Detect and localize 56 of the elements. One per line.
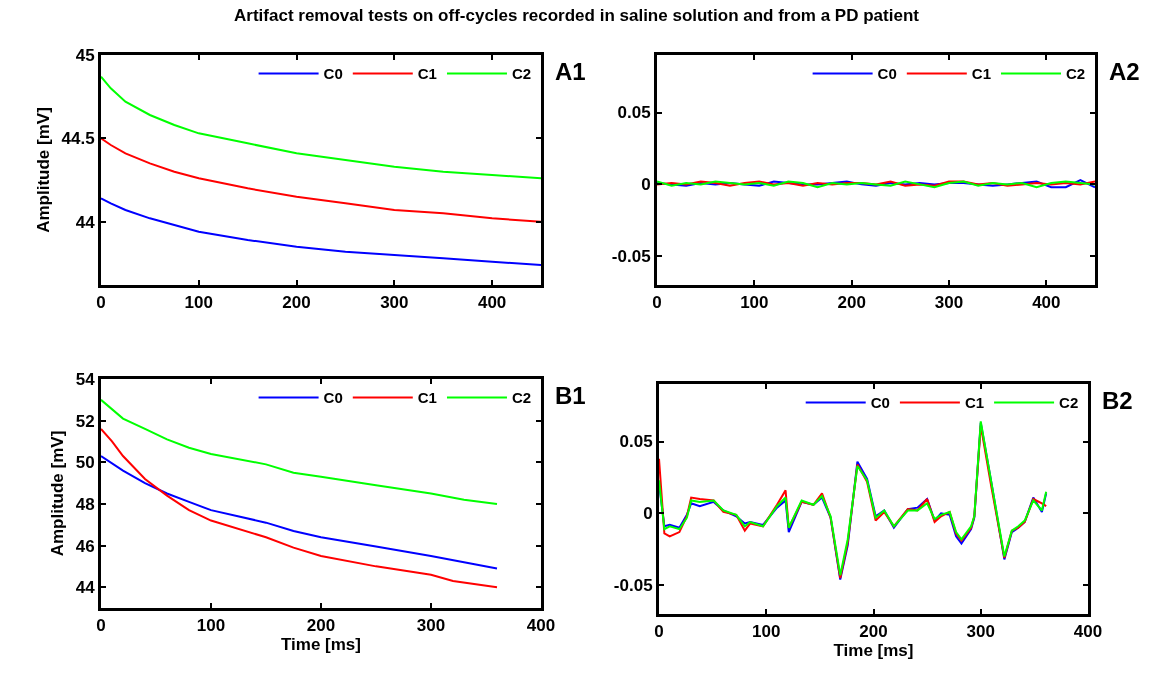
y-tick-label: 52 xyxy=(75,411,95,431)
legend-label: C0 xyxy=(323,65,343,83)
y-tick-label: 0.05 xyxy=(617,103,651,123)
y-tick-label: 48 xyxy=(75,494,95,514)
text: Artifact removal tests on off-cycles recorded in saline solution and from a PD patient xyxy=(233,6,920,26)
line-series xyxy=(101,455,498,570)
y-tick-label: 46 xyxy=(75,536,95,556)
y-tick-label: 54 xyxy=(75,369,96,389)
legend-label: C0 xyxy=(323,389,343,407)
y-axis-title: Amplitude [mV] xyxy=(48,430,68,557)
legend-label: C0 xyxy=(870,394,890,412)
legend-label: C1 xyxy=(417,65,437,83)
x-tick-label: 300 xyxy=(416,616,446,636)
x-tick-label: 300 xyxy=(380,293,409,313)
x-axis-title: Time [ms] xyxy=(833,641,914,661)
legend-label: C2 xyxy=(1065,65,1086,83)
text: B2 xyxy=(1102,387,1133,414)
y-tick-label: 44.5 xyxy=(61,129,95,149)
legend-label: C2 xyxy=(511,65,532,83)
legend-label: C2 xyxy=(1059,394,1079,412)
x-axis-title: Time [ms] xyxy=(281,635,361,655)
text: A1 xyxy=(555,58,586,85)
line-series xyxy=(101,427,498,589)
x-tick-label: 200 xyxy=(837,293,866,313)
x-tick-label: 400 xyxy=(526,616,556,636)
y-tick-label: 45 xyxy=(75,45,95,65)
legend-label: C1 xyxy=(964,394,985,412)
x-tick-label: 400 xyxy=(1032,293,1061,313)
y-tick-label: 0 xyxy=(643,504,653,524)
x-tick-label: 200 xyxy=(306,616,336,636)
x-tick-label: 100 xyxy=(184,293,213,313)
line-series xyxy=(101,197,541,266)
x-tick-label: 100 xyxy=(752,622,781,642)
x-tick-label: 100 xyxy=(196,616,226,636)
x-tick-label: 200 xyxy=(859,622,888,642)
legend-label: C0 xyxy=(877,65,897,83)
legend-label: C1 xyxy=(417,389,437,407)
x-tick-label: 200 xyxy=(282,293,311,313)
text: B1 xyxy=(555,382,586,409)
x-tick-label: 300 xyxy=(934,293,964,313)
y-tick-label: 50 xyxy=(75,453,95,473)
x-tick-label: 400 xyxy=(1073,622,1103,642)
y-tick-label: 44 xyxy=(75,212,96,232)
x-tick-label: 300 xyxy=(966,622,995,642)
y-tick-label: 0 xyxy=(641,175,651,195)
y-axis-title: Amplitude [mV] xyxy=(34,107,54,233)
x-tick-label: 100 xyxy=(740,293,769,313)
y-tick-label: 44 xyxy=(75,578,96,598)
y-tick-label: -0.05 xyxy=(613,576,653,596)
text: A2 xyxy=(1109,58,1140,85)
y-tick-label: 0.05 xyxy=(619,432,653,452)
y-tick-label: -0.05 xyxy=(611,247,651,267)
legend-label: C2 xyxy=(511,389,532,407)
x-tick-label: 400 xyxy=(477,293,507,313)
legend-label: C1 xyxy=(971,65,991,83)
line-series xyxy=(101,137,541,223)
